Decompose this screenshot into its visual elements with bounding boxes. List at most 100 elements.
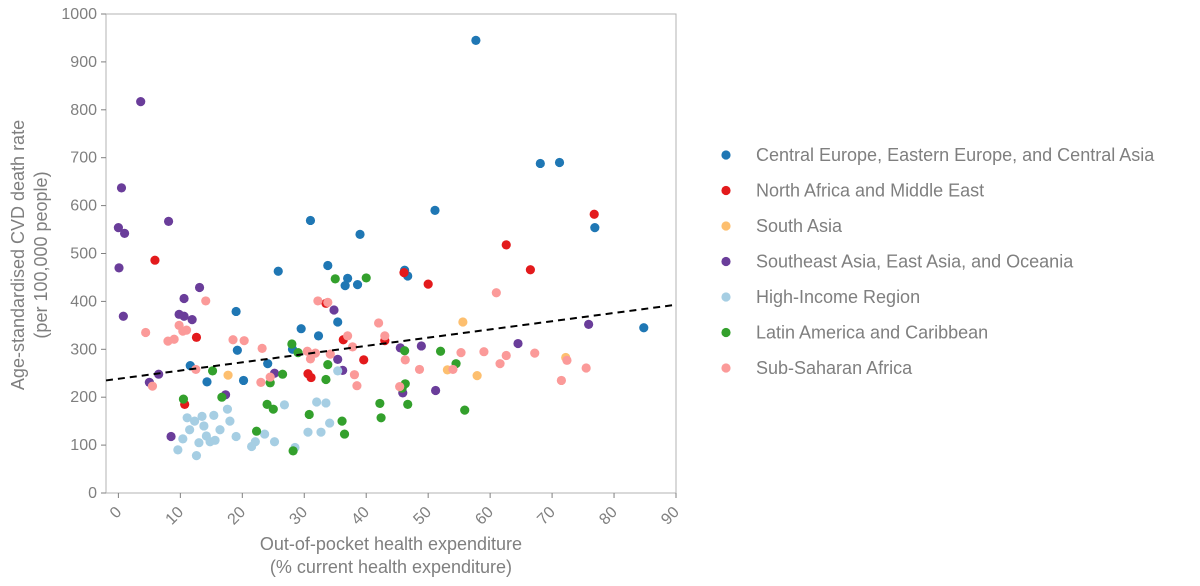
data-point xyxy=(265,372,275,382)
legend-marker xyxy=(721,292,731,302)
data-point xyxy=(185,425,195,435)
legend-label: High-Income Region xyxy=(756,287,920,307)
legend-item: Latin America and Caribbean xyxy=(721,323,988,343)
x-tick-label: 60 xyxy=(472,504,497,529)
data-point xyxy=(209,410,219,421)
data-point xyxy=(376,413,386,423)
data-point xyxy=(347,342,358,352)
data-point xyxy=(399,268,409,278)
data-point xyxy=(304,409,314,420)
data-point xyxy=(352,381,362,391)
y-tick-label: 500 xyxy=(70,246,97,263)
data-point xyxy=(325,418,335,428)
data-point xyxy=(403,399,413,409)
data-point xyxy=(199,421,209,431)
x-tick-label: 50 xyxy=(410,504,435,529)
series-group xyxy=(113,97,594,442)
data-point xyxy=(250,437,260,447)
legend-marker xyxy=(721,327,731,338)
data-point xyxy=(501,350,511,361)
data-point xyxy=(173,445,183,455)
legend-label: Southeast Asia, East Asia, and Oceania xyxy=(756,252,1074,272)
legend-label: Latin America and Caribbean xyxy=(756,323,988,343)
legend-label: South Asia xyxy=(756,216,843,236)
data-point xyxy=(337,416,347,426)
data-point xyxy=(201,296,211,306)
data-point xyxy=(581,363,591,373)
data-point xyxy=(197,411,207,421)
data-point xyxy=(303,427,313,437)
data-point xyxy=(225,416,235,426)
data-point xyxy=(530,348,540,358)
data-point xyxy=(306,372,316,383)
data-point xyxy=(269,437,280,447)
y-tick-label: 800 xyxy=(70,102,97,119)
series-group xyxy=(150,209,599,409)
data-point xyxy=(263,359,273,369)
data-point xyxy=(313,331,324,341)
data-point xyxy=(458,317,468,327)
data-point xyxy=(288,446,298,456)
data-point xyxy=(525,265,536,275)
data-point xyxy=(562,355,572,365)
data-point xyxy=(460,405,470,415)
data-point xyxy=(228,335,238,345)
data-point xyxy=(231,306,241,317)
data-point xyxy=(501,240,511,250)
x-tick-label: 0 xyxy=(107,504,125,522)
data-point xyxy=(513,338,523,349)
legend-item: Southeast Asia, East Asia, and Oceania xyxy=(721,252,1074,272)
x-tick-label: 90 xyxy=(658,504,683,529)
data-point xyxy=(333,354,343,364)
series-group xyxy=(141,288,591,392)
y-tick-label: 1000 xyxy=(61,6,97,23)
data-point xyxy=(210,435,220,445)
legend-marker xyxy=(721,221,731,231)
data-point xyxy=(268,404,278,414)
data-point xyxy=(217,392,227,402)
data-point xyxy=(182,413,192,423)
data-point xyxy=(323,297,333,307)
data-point xyxy=(232,345,242,355)
data-point xyxy=(333,317,343,327)
data-point xyxy=(277,369,288,379)
data-point xyxy=(310,348,321,358)
legend-label: North Africa and Middle East xyxy=(756,181,984,201)
data-point xyxy=(201,431,211,441)
x-axis-title: Out-of-pocket health expenditure xyxy=(260,534,522,554)
data-point xyxy=(150,255,160,265)
data-point xyxy=(423,279,433,289)
legend-label: Central Europe, Eastern Europe, and Cent… xyxy=(756,145,1155,165)
data-point xyxy=(361,273,371,283)
data-point xyxy=(202,377,212,387)
legend-marker xyxy=(721,363,731,373)
y-tick-label: 600 xyxy=(70,198,97,215)
data-point xyxy=(313,296,323,306)
data-point xyxy=(222,404,233,414)
data-point xyxy=(114,263,124,273)
data-point xyxy=(215,425,225,435)
data-point xyxy=(448,364,458,375)
data-point xyxy=(179,293,189,304)
data-point xyxy=(430,205,440,215)
data-point xyxy=(589,209,599,219)
data-point xyxy=(321,374,331,385)
x-tick-label: 10 xyxy=(163,504,188,529)
data-point xyxy=(178,394,189,404)
data-point xyxy=(323,360,333,370)
data-point xyxy=(316,427,326,437)
data-point xyxy=(118,311,128,321)
x-tick-label: 20 xyxy=(225,504,250,529)
data-point xyxy=(179,311,189,321)
data-point xyxy=(323,260,333,271)
data-point xyxy=(414,364,425,375)
y-tick-label: 400 xyxy=(70,293,97,310)
data-point xyxy=(287,339,297,349)
data-point xyxy=(333,366,343,376)
data-point xyxy=(339,429,350,439)
legend-item: South Asia xyxy=(721,216,843,236)
y-tick-label: 300 xyxy=(70,341,97,358)
legend-item: Sub-Saharan Africa xyxy=(721,358,913,378)
y-axis-subtitle: (per 100,000 people) xyxy=(31,171,51,338)
